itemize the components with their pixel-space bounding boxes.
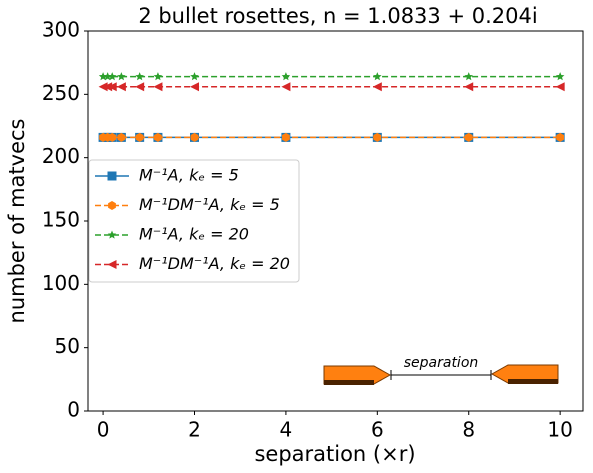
y-tick-label: 50 — [55, 334, 80, 358]
y-tick-label: 150 — [42, 208, 80, 232]
marker — [189, 82, 199, 92]
y-axis-label: number of matvecs — [5, 119, 29, 324]
x-tick-label: 8 — [462, 418, 475, 442]
marker — [464, 132, 473, 142]
marker — [107, 82, 117, 92]
legend-marker — [107, 230, 117, 239]
marker — [135, 132, 144, 142]
marker — [107, 72, 117, 81]
legend-label: M⁻¹DM⁻¹A, kₑ = 20 — [139, 254, 290, 273]
marker — [98, 72, 108, 81]
marker — [117, 132, 126, 142]
marker — [108, 132, 117, 142]
marker — [281, 72, 291, 81]
legend-label: M⁻¹DM⁻¹A, kₑ = 5 — [139, 195, 280, 214]
marker — [116, 82, 126, 92]
x-tick-label: 10 — [547, 418, 572, 442]
legend-box — [88, 159, 300, 283]
y-tick-label: 250 — [42, 81, 80, 105]
legend-marker — [107, 171, 117, 181]
annotation-graphic — [323, 364, 559, 385]
marker — [372, 82, 382, 92]
marker — [154, 132, 162, 142]
x-tick-label: 2 — [188, 418, 201, 442]
y-tick-label: 300 — [42, 18, 80, 42]
x-tick-label: 6 — [371, 418, 384, 442]
x-tick-label: 4 — [280, 418, 293, 442]
marker — [117, 72, 126, 81]
y-tick-label: 200 — [42, 144, 80, 168]
bullet-right-shadow — [508, 379, 558, 384]
marker — [464, 72, 474, 81]
marker — [556, 132, 565, 142]
marker — [98, 82, 108, 92]
x-tick-label: 0 — [97, 418, 110, 442]
marker — [373, 72, 382, 81]
marker — [555, 72, 565, 81]
bullet-left-shadow — [324, 380, 374, 385]
y-tick-label: 0 — [67, 398, 80, 422]
marker — [153, 72, 163, 81]
marker — [373, 132, 382, 142]
y-tick-label: 100 — [42, 271, 80, 295]
marker — [135, 72, 144, 81]
legend-label: M⁻¹A, kₑ = 5 — [139, 166, 239, 185]
chart-title: 2 bullet rosettes, n = 1.0833 + 0.204i — [138, 4, 537, 28]
marker — [282, 132, 290, 142]
marker — [464, 82, 474, 92]
marker — [555, 82, 565, 92]
marker — [135, 82, 145, 92]
marker — [190, 132, 199, 142]
marker — [103, 72, 112, 81]
marker — [281, 82, 291, 92]
legend-label: M⁻¹A, kₑ = 20 — [139, 225, 249, 244]
x-axis-label: separation (×r) — [254, 442, 415, 466]
marker — [190, 72, 199, 81]
legend-marker — [108, 201, 116, 210]
marker — [153, 82, 163, 92]
legend-marker — [107, 260, 117, 269]
annotation: separation — [404, 355, 479, 371]
marker — [103, 82, 113, 92]
